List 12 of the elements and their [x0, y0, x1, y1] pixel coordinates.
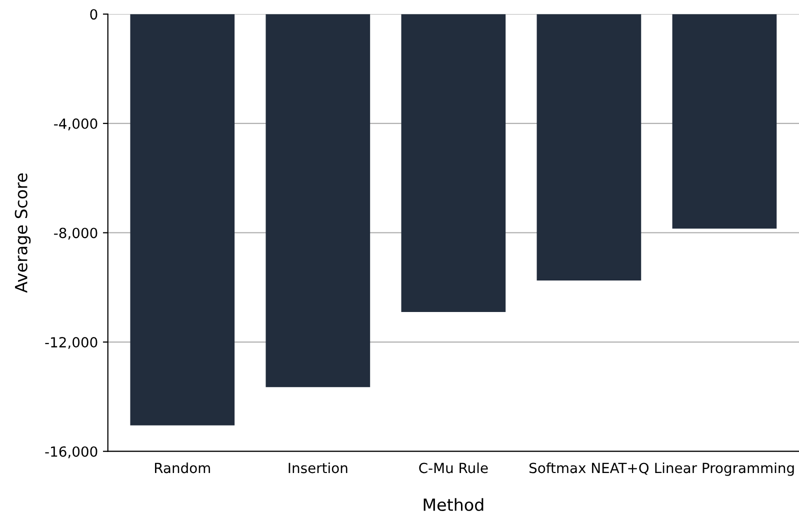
y-tick-label: -4,000	[54, 118, 98, 130]
y-tick-label: -16,000	[45, 446, 98, 458]
y-axis-title: Average Score	[14, 173, 31, 293]
x-tick-label: Random	[155, 462, 210, 474]
x-axis-title: Method	[424, 498, 484, 512]
x-tick-label: Softmax NEAT+Q	[530, 462, 649, 475]
y-tick-label: -8,000	[54, 228, 98, 240]
y-tick-label: 0	[90, 9, 98, 20]
x-tick-label: Linear Programming	[655, 462, 794, 476]
x-tick-label: C-Mu Rule	[419, 462, 488, 474]
x-tick-label: Insertion	[288, 462, 348, 474]
y-tick-label: -12,000	[45, 337, 98, 349]
